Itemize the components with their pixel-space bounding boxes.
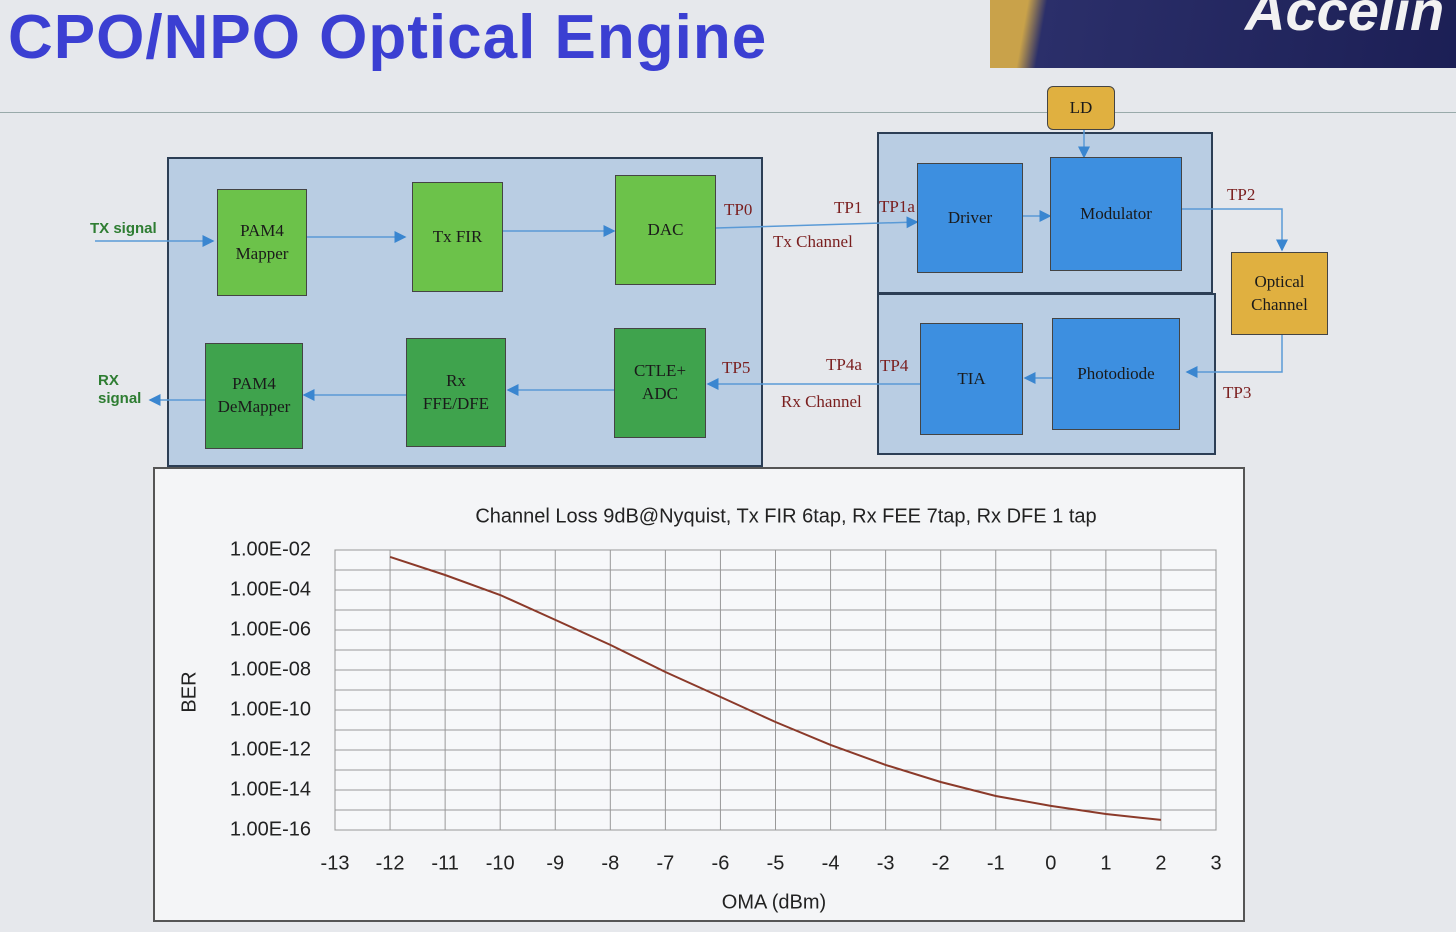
text-line: TP0	[724, 200, 753, 219]
test-point-label: TP0	[724, 200, 752, 220]
text-line: PAM4	[232, 374, 276, 394]
test-point-label: TP4	[880, 356, 908, 376]
text-line: TP1	[834, 198, 863, 217]
block: Photodiode	[1052, 318, 1180, 430]
test-point-label: TP1a	[879, 197, 915, 217]
text-line: Rx Channel	[781, 392, 862, 411]
text-line: DAC	[647, 219, 684, 239]
x-tick-label: -8	[601, 852, 619, 874]
block: PAM4 Mapper	[217, 189, 307, 296]
y-tick-label: 1.00E-08	[230, 658, 311, 680]
y-tick-label: 1.00E-16	[230, 818, 311, 840]
x-tick-label: -13	[321, 852, 350, 874]
text-line: Channel	[1251, 294, 1308, 314]
block: Tx FIR	[412, 182, 503, 292]
x-tick-label: 0	[1045, 852, 1056, 874]
text-line: TP2	[1227, 185, 1256, 204]
x-tick-label: -2	[932, 852, 950, 874]
text-line: CTLE+	[633, 361, 687, 381]
block: TIA	[920, 323, 1023, 435]
x-tick-label: -3	[877, 852, 895, 874]
block: Driver	[917, 163, 1023, 273]
text-line: LD	[1069, 97, 1093, 117]
block: CTLE+ ADC	[614, 328, 706, 438]
block: DAC	[615, 175, 716, 285]
block: LD	[1047, 86, 1115, 130]
text-line: TP4	[880, 356, 909, 375]
text-line: Modulator	[1080, 203, 1152, 223]
text-line: TP4a	[826, 355, 862, 374]
x-tick-label: -4	[822, 852, 840, 874]
x-tick-label: -5	[767, 852, 785, 874]
x-axis-label: OMA (dBm)	[722, 891, 826, 913]
data-line	[389, 555, 1162, 821]
arrows	[95, 130, 1288, 406]
y-tick-label: 1.00E-14	[230, 778, 311, 800]
x-tick-label: -10	[486, 852, 515, 874]
y-tick-label: 1.00E-12	[230, 738, 311, 760]
text-line: signal	[98, 390, 142, 407]
text-line: ADC	[642, 384, 678, 403]
x-tick-label: 1	[1100, 852, 1111, 874]
block: Rx FFE/DFE	[406, 338, 506, 447]
slide-title: CPO/NPO Optical Engine	[8, 3, 768, 72]
text-line: DeMapper	[217, 397, 291, 416]
x-tick-label: 3	[1210, 852, 1221, 874]
x-tick-label: -11	[431, 852, 458, 874]
y-tick-label: 1.00E-06	[230, 618, 311, 640]
test-point-label: TP3	[1223, 383, 1251, 403]
test-point-label: Rx Channel	[781, 392, 862, 412]
text-line: FFE/DFE	[422, 393, 490, 413]
logo-band	[990, 0, 1456, 68]
text-line: Tx Channel	[773, 232, 853, 251]
title-rule	[0, 112, 1456, 113]
x-tick-label: -1	[987, 852, 1005, 874]
x-tick-label: -6	[712, 852, 730, 874]
text-line: Mapper	[235, 243, 289, 263]
y-axis-label: BER	[178, 671, 200, 712]
x-tick-label: -12	[376, 852, 405, 874]
text-line: TP1a	[879, 197, 915, 216]
test-point-label: Tx Channel	[773, 232, 853, 252]
block: PAM4 DeMapper	[205, 343, 303, 449]
text-line: TIA	[957, 368, 986, 388]
text-line: TP3	[1223, 383, 1252, 402]
test-point-label: RX signal	[98, 372, 141, 408]
text-line: Tx FIR	[432, 226, 483, 246]
test-point-label: TP5	[722, 358, 750, 378]
logo: Accelin	[1245, 0, 1445, 42]
block: Optical Channel	[1231, 252, 1328, 335]
text-line: Rx	[446, 370, 466, 390]
chart-title: Channel Loss 9dB@Nyquist, Tx FIR 6tap, R…	[475, 505, 1096, 527]
x-tick-label: -7	[656, 852, 674, 874]
block: Modulator	[1050, 157, 1182, 271]
text-line: Optical	[1254, 271, 1305, 291]
x-tick-label: 2	[1155, 852, 1166, 874]
text-line: Driver	[947, 207, 993, 227]
text-line: TP5	[722, 358, 751, 377]
test-point-label: TP4a	[826, 355, 862, 375]
y-tick-label: 1.00E-04	[230, 578, 311, 600]
text-line: RX	[98, 372, 119, 389]
text-line: Photodiode	[1077, 363, 1155, 383]
x-tick-label: -9	[546, 852, 564, 874]
y-tick-label: 1.00E-10	[230, 698, 311, 720]
text-line: PAM4	[240, 220, 284, 240]
test-point-label: TP1	[834, 198, 862, 218]
test-point-label: TP2	[1227, 185, 1255, 205]
text-line: TX signal	[90, 220, 157, 237]
test-point-label: TX signal	[90, 220, 157, 238]
y-tick-label: 1.00E-02	[230, 538, 311, 560]
